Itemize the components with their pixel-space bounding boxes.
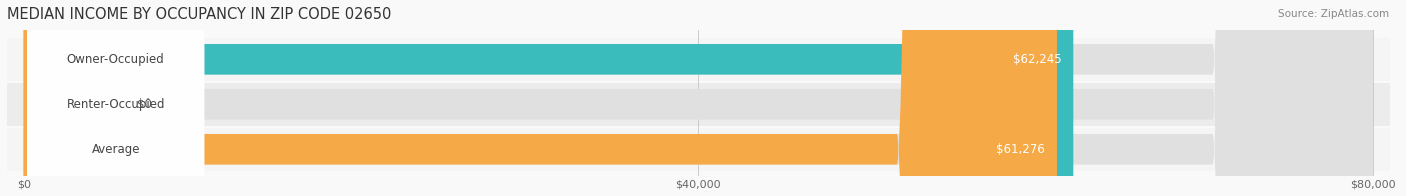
Text: Owner-Occupied: Owner-Occupied [67,53,165,66]
Text: Renter-Occupied: Renter-Occupied [66,98,165,111]
Text: $61,276: $61,276 [997,143,1045,156]
FancyBboxPatch shape [0,128,1406,171]
FancyBboxPatch shape [24,0,1057,196]
FancyBboxPatch shape [24,0,1372,196]
Text: MEDIAN INCOME BY OCCUPANCY IN ZIP CODE 02650: MEDIAN INCOME BY OCCUPANCY IN ZIP CODE 0… [7,7,391,22]
Text: $62,245: $62,245 [1012,53,1062,66]
FancyBboxPatch shape [27,0,204,196]
FancyBboxPatch shape [24,0,1372,196]
Text: $0: $0 [136,98,152,111]
FancyBboxPatch shape [24,0,117,196]
FancyBboxPatch shape [24,0,1372,196]
FancyBboxPatch shape [0,83,1406,126]
FancyBboxPatch shape [27,0,204,196]
Text: Average: Average [91,143,141,156]
FancyBboxPatch shape [24,0,1073,196]
FancyBboxPatch shape [27,0,204,196]
Text: Source: ZipAtlas.com: Source: ZipAtlas.com [1278,9,1389,19]
FancyBboxPatch shape [0,38,1406,81]
